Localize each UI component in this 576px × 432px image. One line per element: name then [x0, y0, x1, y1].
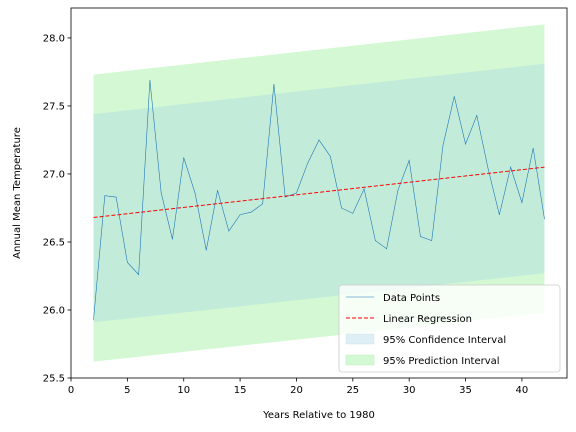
linear-regression-line	[93, 166, 545, 218]
y-tick-label: 27.0	[43, 169, 65, 180]
data-point	[476, 115, 478, 116]
data-point	[465, 143, 466, 145]
data-point	[363, 188, 365, 190]
data-point	[149, 79, 151, 81]
y-tick-label: 27.5	[43, 101, 65, 112]
data-point	[329, 155, 331, 157]
data-point	[397, 189, 399, 191]
y-tick-label: 25.5	[43, 374, 65, 385]
data-point	[296, 192, 297, 194]
data-point	[431, 240, 433, 241]
data-point	[487, 168, 489, 169]
data-point	[341, 207, 342, 209]
data-point	[273, 83, 275, 85]
data-point	[262, 203, 263, 205]
data-point	[239, 214, 241, 216]
data-point	[183, 157, 185, 158]
legend-item-linear-regression: Linear Regression	[346, 314, 472, 325]
x-tick-label: 25	[346, 385, 359, 396]
95pct-confidence-interval-band	[93, 63, 545, 323]
y-tick-label: 26.5	[43, 237, 65, 248]
data-point	[115, 196, 117, 198]
data-point	[194, 192, 196, 194]
y-axis-label: Annual Mean Temperature	[12, 127, 23, 259]
95pct-prediction-interval-band	[93, 24, 545, 362]
x-tick-label: 35	[459, 385, 472, 396]
series-lines	[93, 79, 545, 320]
data-point	[104, 195, 106, 197]
data-point	[307, 162, 309, 164]
data-point	[532, 147, 534, 149]
x-axis-label: Years Relative to 1980	[262, 410, 375, 421]
legend-item-95pct-confidence-interval: 95% Confidence Interval	[345, 333, 506, 346]
y-tick-label: 26.0	[43, 305, 65, 316]
x-tick-label: 30	[403, 385, 416, 396]
data-point	[521, 202, 523, 203]
data-point	[251, 211, 252, 213]
data-point	[228, 230, 230, 232]
x-tick-label: 10	[177, 385, 190, 396]
legend-item-95pct-prediction-interval: 95% Prediction Interval	[345, 354, 500, 367]
data-point	[93, 319, 94, 320]
legend-box	[338, 284, 561, 373]
interval-bands	[93, 24, 545, 362]
x-tick-label: 0	[68, 385, 74, 396]
data-point	[386, 248, 387, 250]
data-point	[172, 238, 173, 240]
data-point	[442, 145, 444, 146]
legend-label: Linear Regression	[383, 314, 472, 325]
x-tick-label: 5	[124, 385, 130, 396]
data-point	[499, 214, 500, 216]
legend-label: 95% Confidence Interval	[383, 335, 506, 346]
legend-swatch	[345, 354, 375, 366]
y-tick-label: 28.0	[43, 33, 65, 44]
legend-item-data-points: Data Points	[346, 293, 440, 304]
x-tick-label: 15	[234, 385, 247, 396]
data-point	[420, 236, 421, 237]
data-point	[375, 240, 376, 241]
data-point	[205, 249, 207, 251]
data-point	[544, 218, 545, 220]
legend-label: 95% Prediction Interval	[383, 356, 500, 367]
legend: Data Points Linear Regression 95% Confiden…	[338, 284, 561, 373]
plot-frame	[70, 7, 568, 379]
data-point	[127, 262, 128, 263]
data-point	[352, 213, 354, 214]
data-point	[453, 96, 455, 97]
data-point	[284, 196, 286, 198]
data-point	[217, 189, 218, 191]
data-point	[510, 166, 511, 168]
x-axis-ticks: 0 5 10 15 20 25 30 35 40	[68, 378, 528, 396]
data-point	[138, 274, 139, 275]
x-tick-label: 20	[290, 385, 303, 396]
data-point	[318, 139, 320, 141]
legend-label: Data Points	[383, 293, 440, 304]
legend-swatch	[345, 333, 375, 345]
y-axis-ticks: 25.5 26.0 26.5 27.0 27.5 28.0	[43, 33, 71, 385]
data-point	[408, 160, 410, 161]
x-tick-label: 40	[516, 385, 529, 396]
data-point	[160, 192, 162, 194]
